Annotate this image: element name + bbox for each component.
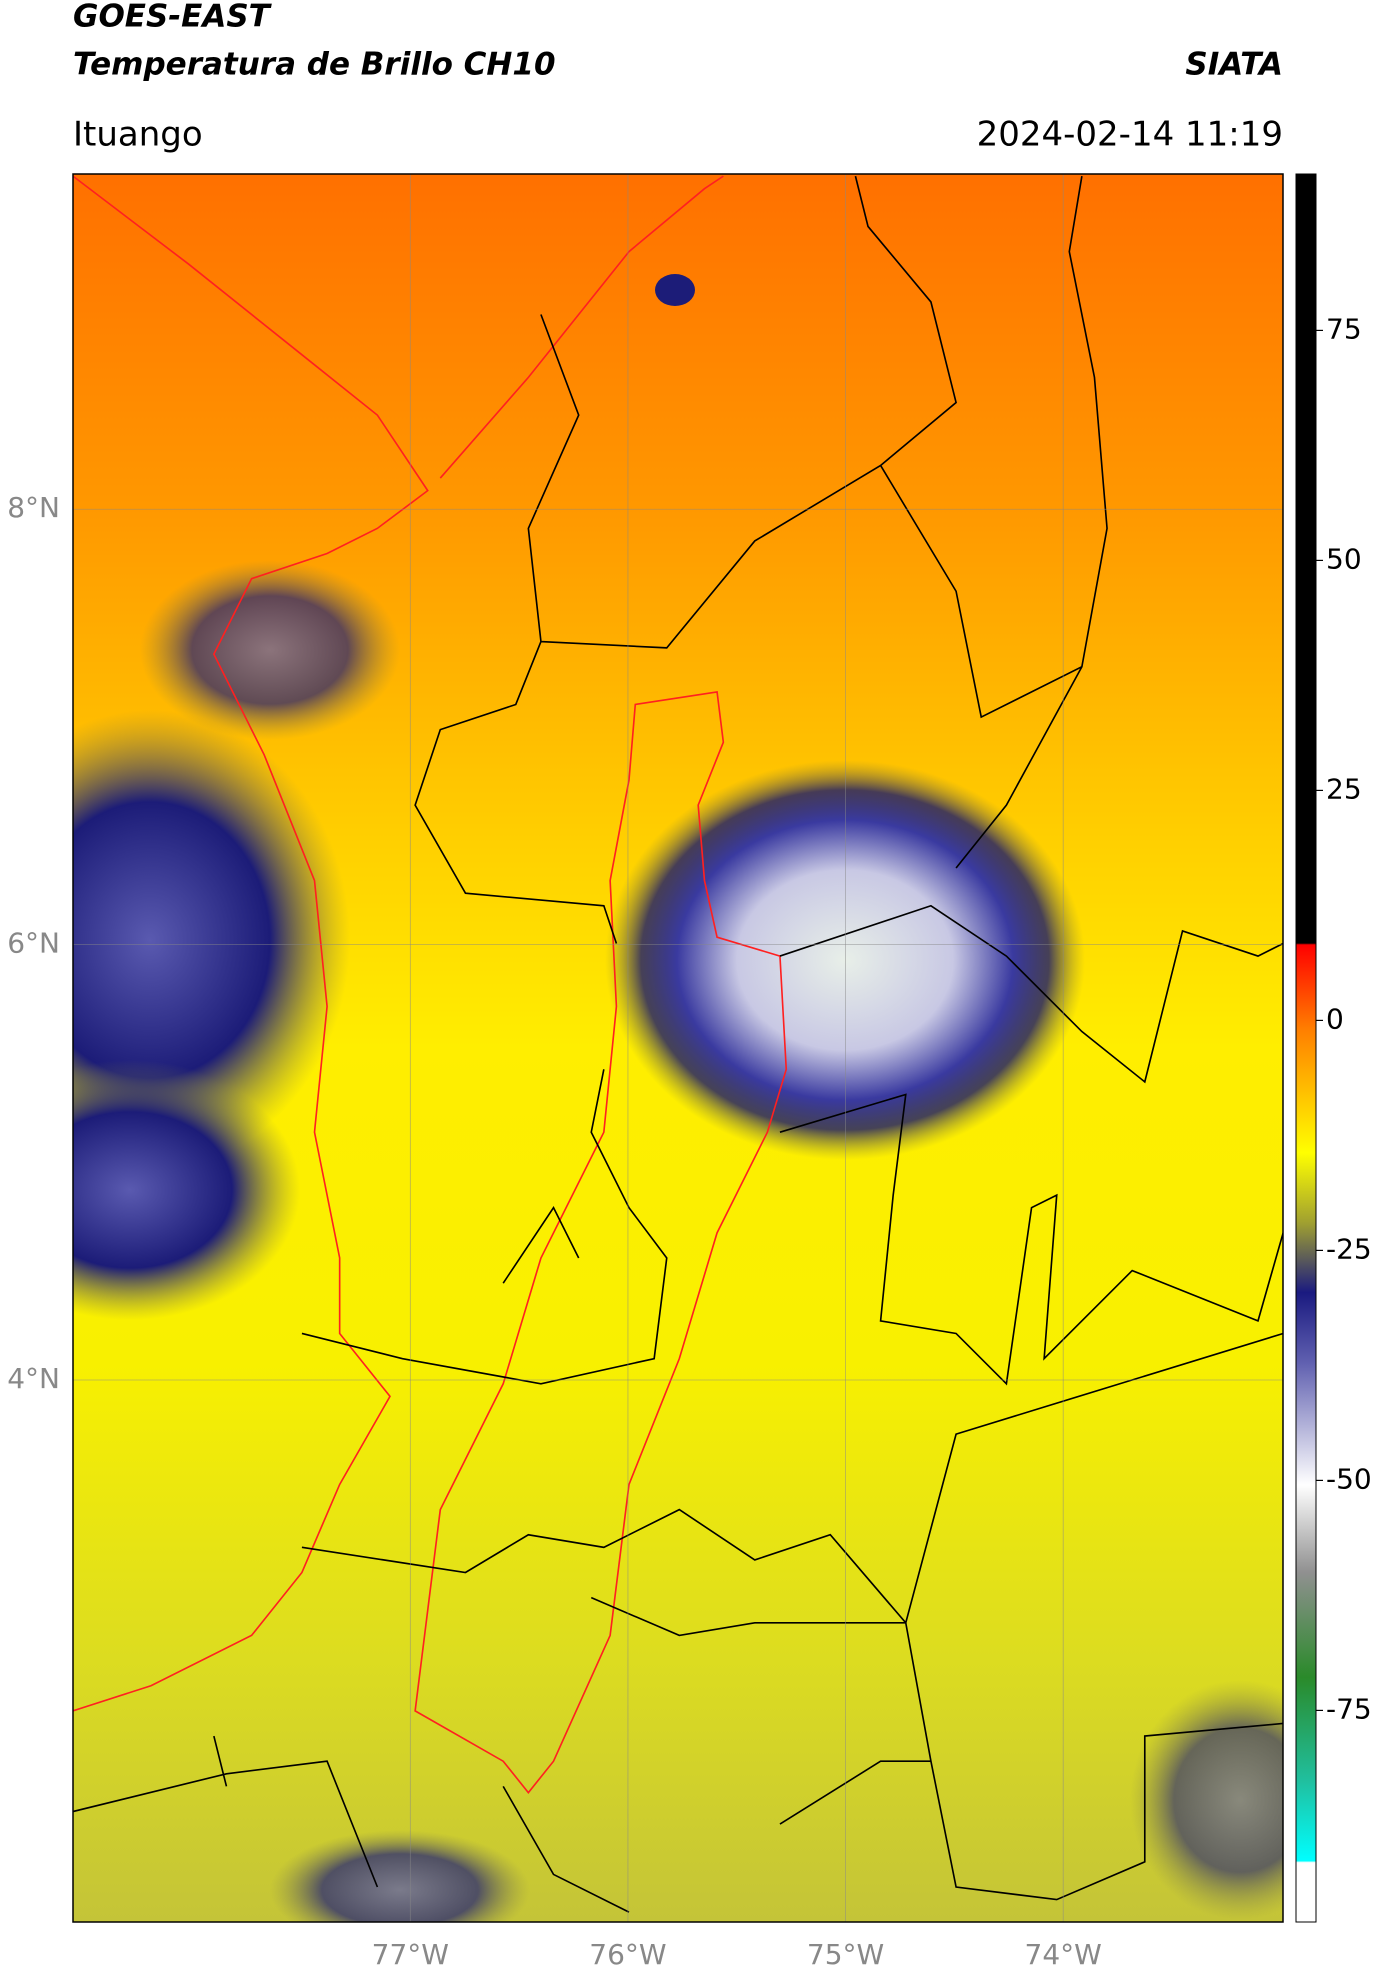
colorbar-tick-label: 75 — [1326, 312, 1362, 345]
location: Ituango — [73, 115, 203, 155]
colorbar-tick-label: -75 — [1326, 1692, 1372, 1725]
x-tick-label: 76°W — [589, 1938, 666, 1971]
map-frame — [72, 173, 1284, 1923]
colorbar — [1295, 173, 1317, 1923]
colorbar-tick-label: -25 — [1326, 1232, 1372, 1265]
y-tick-label: 8°N — [7, 491, 60, 524]
x-tick-label: 74°W — [1025, 1938, 1102, 1971]
source: SIATA — [1185, 47, 1283, 83]
x-tick-label: 75°W — [807, 1938, 884, 1971]
colorbar-tick-label: 0 — [1326, 1002, 1344, 1035]
y-tick-label: 6°N — [7, 927, 60, 960]
colorbar-tick-label: 25 — [1326, 772, 1362, 805]
colorbar-tick-label: -50 — [1326, 1462, 1372, 1495]
title: GOES-EAST — [73, 0, 273, 35]
subtitle: Temperatura de Brillo CH10 — [73, 47, 556, 83]
y-tick-label: 4°N — [7, 1362, 60, 1395]
datetime: 2024-02-14 11:19 — [977, 115, 1283, 155]
colorbar-tick-label: 50 — [1326, 542, 1362, 575]
x-tick-label: 77°W — [372, 1938, 449, 1971]
grid — [73, 174, 1283, 1922]
map-image — [73, 174, 1283, 1922]
